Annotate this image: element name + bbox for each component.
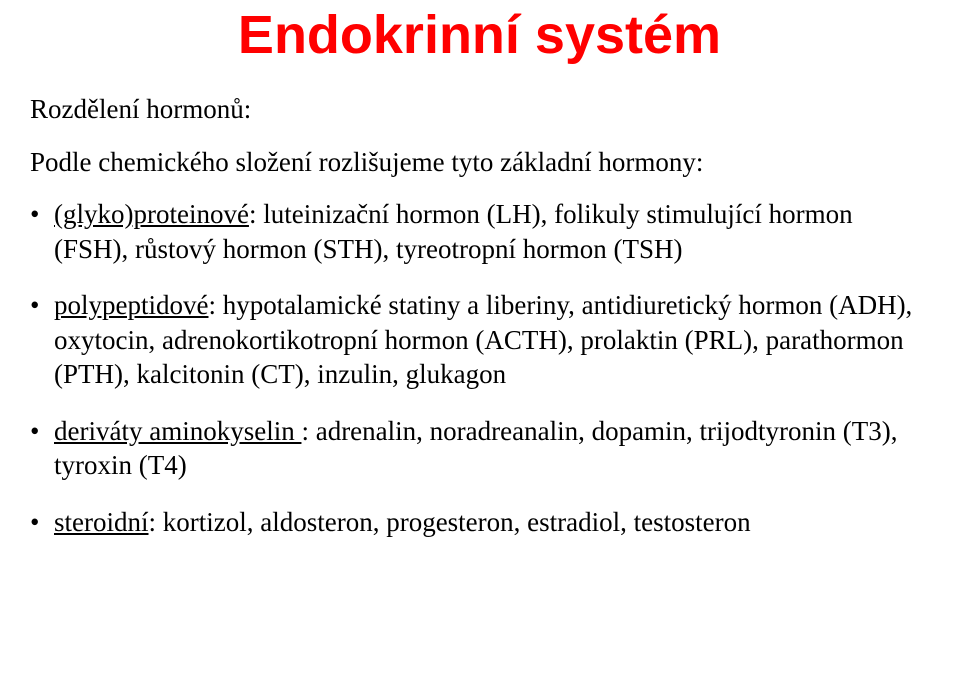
bullet-item: steroidní: kortizol, aldosteron, progest… — [30, 505, 930, 540]
slide-title: Endokrinní systém — [0, 6, 959, 65]
subheading: Rozdělení hormonů: — [30, 92, 930, 127]
bullet-label: (glyko)proteinové — [54, 199, 249, 229]
bullet-item: deriváty aminokyselin : adrenalin, norad… — [30, 414, 930, 483]
intro-text: Podle chemického složení rozlišujeme tyt… — [30, 145, 930, 180]
slide-body: Rozdělení hormonů: Podle chemického slož… — [30, 92, 930, 561]
bullet-label: deriváty aminokyselin — [54, 416, 301, 446]
bullet-list: (glyko)proteinové: luteinizační hormon (… — [30, 197, 930, 539]
bullet-item: polypeptidové: hypotalamické statiny a l… — [30, 288, 930, 392]
bullet-label: polypeptidové — [54, 290, 208, 320]
bullet-label: steroidní — [54, 507, 149, 537]
bullet-item: (glyko)proteinové: luteinizační hormon (… — [30, 197, 930, 266]
bullet-text: : kortizol, aldosteron, progesteron, est… — [149, 507, 751, 537]
slide: Endokrinní systém Rozdělení hormonů: Pod… — [0, 0, 959, 699]
